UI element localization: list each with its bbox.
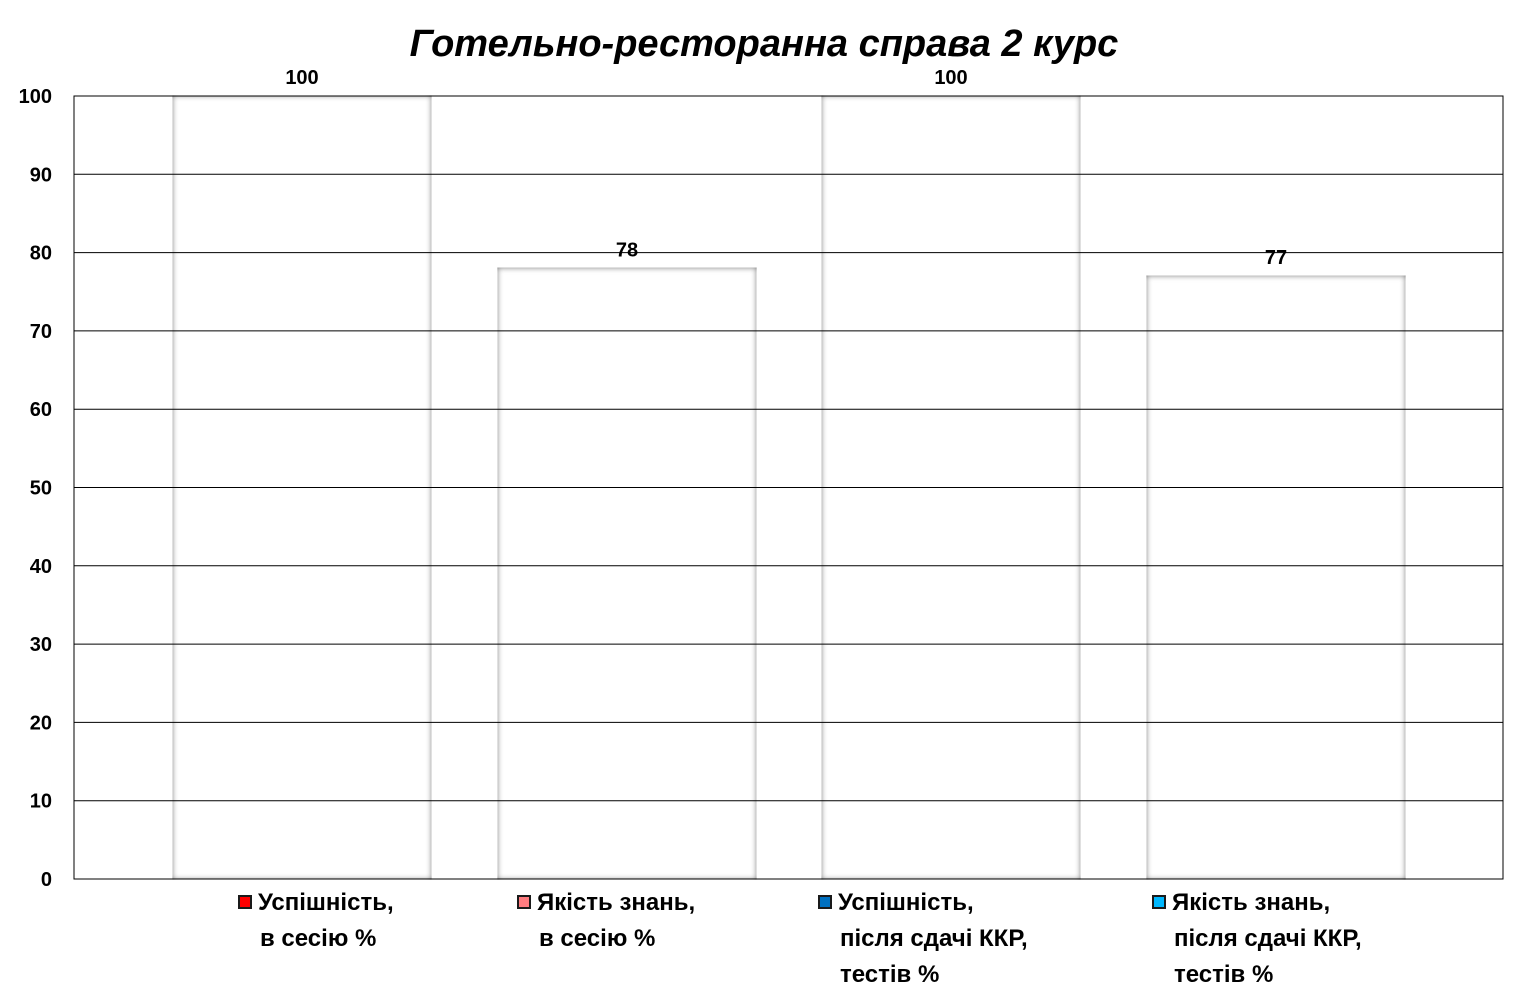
legend-text: Якість знань, bbox=[537, 889, 696, 916]
data-label: 100 bbox=[934, 67, 967, 89]
y-axis-ticks: 0 10 20 30 40 50 60 70 80 90 100 bbox=[19, 86, 52, 891]
y-tick-label: 0 bbox=[41, 869, 52, 891]
legend-label-line: тестів % bbox=[1152, 957, 1362, 993]
legend-text: Успішність, bbox=[838, 889, 974, 916]
legend-swatch bbox=[1152, 895, 1166, 909]
y-tick-label: 10 bbox=[30, 791, 52, 813]
data-label: 77 bbox=[1265, 247, 1287, 269]
y-tick-label: 50 bbox=[30, 478, 52, 500]
y-tick-label: 80 bbox=[30, 243, 52, 265]
y-tick-label: 20 bbox=[30, 712, 52, 734]
legend-label-line: Успішність, bbox=[818, 885, 1028, 921]
legend-label-line: Успішність, bbox=[238, 885, 394, 921]
legend-item-4: Якість знань, після сдачі ККР, тестів % bbox=[1152, 885, 1362, 993]
data-labels: 100 78 100 77 bbox=[285, 67, 1287, 269]
legend-text: Успішність, bbox=[258, 889, 394, 916]
data-label: 78 bbox=[616, 239, 638, 261]
y-tick-label: 40 bbox=[30, 556, 52, 578]
y-tick-label: 100 bbox=[19, 86, 52, 108]
chart-title: Готельно-ресторанна справа 2 курс bbox=[410, 23, 1119, 65]
plot-area-border bbox=[73, 95, 1504, 880]
legend-text: тестів % bbox=[840, 961, 940, 988]
data-label: 100 bbox=[285, 67, 318, 89]
legend-label-line: Якість знань, bbox=[517, 885, 695, 921]
legend-label-line: після сдачі ККР, bbox=[818, 921, 1028, 957]
legend-label-line: після сдачі ККР, bbox=[1152, 921, 1362, 957]
legend-item-1: Успішність, в сесію % bbox=[238, 885, 394, 957]
legend-text: в сесію % bbox=[260, 925, 377, 952]
bar-4 bbox=[1146, 275, 1406, 880]
bars bbox=[172, 95, 1406, 880]
legend-label-line: Якість знань, bbox=[1152, 885, 1362, 921]
legend-text: тестів % bbox=[1174, 961, 1274, 988]
legend-item-2: Якість знань, в сесію % bbox=[517, 885, 695, 957]
y-tick-label: 30 bbox=[30, 634, 52, 656]
legend-swatch bbox=[818, 895, 832, 909]
bar-1 bbox=[172, 95, 432, 880]
legend-text: після сдачі ККР, bbox=[1174, 925, 1362, 952]
legend-label-line: тестів % bbox=[818, 957, 1028, 993]
legend-item-3: Успішність, після сдачі ККР, тестів % bbox=[818, 885, 1028, 993]
legend-text: в сесію % bbox=[539, 925, 656, 952]
legend-swatch bbox=[238, 895, 252, 909]
legend-text: Якість знань, bbox=[1172, 889, 1331, 916]
bar-2 bbox=[497, 267, 757, 880]
legend-swatch bbox=[517, 895, 531, 909]
y-tick-label: 70 bbox=[30, 321, 52, 343]
legend-text: після сдачі ККР, bbox=[840, 925, 1028, 952]
legend-label-line: в сесію % bbox=[238, 921, 394, 957]
y-tick-label: 90 bbox=[30, 164, 52, 186]
bar-3 bbox=[821, 95, 1081, 880]
legend-label-line: в сесію % bbox=[517, 921, 695, 957]
y-tick-label: 60 bbox=[30, 399, 52, 421]
